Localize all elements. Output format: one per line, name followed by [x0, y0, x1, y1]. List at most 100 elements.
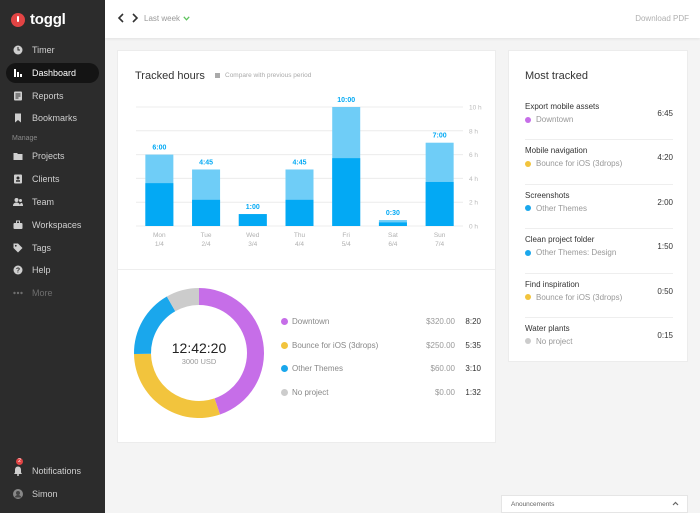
legend-dot: [281, 389, 288, 397]
legend-amount: $60.00: [430, 364, 455, 374]
bar-billable: [285, 199, 314, 226]
project-dot: [525, 160, 531, 167]
sidebar-item-label: Projects: [32, 151, 65, 162]
entry-name: Mobile navigation: [525, 146, 588, 156]
top-bar: Last week Download PDF: [105, 0, 700, 38]
client-icon: [12, 174, 23, 185]
y-tick-label: 8 h: [469, 128, 478, 135]
sidebar-item-tags[interactable]: Tags: [6, 238, 99, 258]
chevron-right-icon: [132, 13, 139, 23]
donut-total-time: 12:42:20: [171, 340, 227, 356]
more-dots-icon: [12, 288, 23, 299]
legend-name: Other Themes: [292, 364, 343, 374]
app-name: toggl: [30, 11, 66, 28]
sidebar-item-reports[interactable]: Reports: [6, 86, 99, 106]
legend-row[interactable]: Bounce for iOS (3drops) $250.00 5:35: [281, 334, 481, 358]
sidebar-bottom: 2 Notifications Simon: [6, 458, 99, 507]
compare-checkbox[interactable]: Compare with previous period: [215, 72, 311, 79]
sidebar-item-label: More: [32, 288, 53, 299]
bar-billable: [145, 183, 174, 226]
sidebar-item-label: Simon: [32, 488, 58, 499]
donut-segment[interactable]: [166, 288, 199, 312]
tag-icon: [12, 242, 23, 253]
legend-row[interactable]: No project $0.00 1:32: [281, 381, 481, 405]
project-dot: [525, 249, 531, 256]
bar-billable: [425, 181, 454, 226]
project-dot: [525, 338, 531, 345]
sidebar-item-user[interactable]: Simon: [6, 484, 99, 504]
list-item[interactable]: Find inspiration Bounce for iOS (3drops)…: [525, 274, 673, 318]
project-name: Other Themes: [536, 203, 587, 213]
y-tick-label: 6 h: [469, 152, 478, 159]
chevron-left-icon: [117, 13, 124, 23]
list-item[interactable]: Clean project folder Other Themes: Desig…: [525, 229, 673, 274]
sidebar-item-notifications[interactable]: 2 Notifications: [6, 458, 99, 481]
list-item[interactable]: Water plants No project 0:15: [525, 318, 673, 362]
entry-duration: 4:20: [657, 153, 673, 163]
next-period-button[interactable]: [130, 12, 140, 24]
x-tick-date: 5/4: [342, 241, 351, 248]
x-tick-label: Sat: [388, 232, 398, 239]
x-tick-label: Tue: [201, 232, 212, 239]
entry-project: Downtown: [525, 115, 573, 124]
clock-icon: [12, 45, 23, 56]
main-nav: Timer Dashboard Reports Bookmarks Manage…: [6, 40, 99, 306]
download-pdf-button[interactable]: Download PDF: [635, 14, 689, 23]
legend-hours: 1:32: [465, 388, 481, 398]
sidebar-item-label: Timer: [32, 45, 55, 55]
compare-label: Compare with previous period: [225, 72, 312, 79]
donut-total-amount: 3000 USD: [181, 357, 217, 366]
sidebar-item-label: Help: [32, 265, 51, 276]
entry-duration: 6:45: [657, 109, 673, 118]
sidebar-item-help[interactable]: ? Help: [6, 260, 99, 280]
legend-hours: 5:35: [465, 340, 481, 350]
bar-billable: [238, 214, 267, 226]
sidebar-item-bookmarks[interactable]: Bookmarks: [6, 108, 99, 128]
announcements-label: Anouncements: [511, 501, 555, 508]
briefcase-icon: [12, 219, 23, 230]
sidebar: toggl Timer Dashboard Reports Bookmarks …: [0, 0, 105, 513]
entry-name: Clean project folder: [525, 235, 595, 245]
list-item[interactable]: Mobile navigation Bounce for iOS (3drops…: [525, 140, 673, 185]
legend-dot: [281, 365, 288, 373]
list-item[interactable]: Screenshots Other Themes 2:00: [525, 185, 673, 230]
x-tick-date: 7/4: [435, 241, 444, 248]
toggl-logo[interactable]: toggl: [11, 11, 66, 28]
sidebar-item-more[interactable]: More: [6, 283, 99, 303]
legend-dot: [281, 341, 288, 349]
bar-value-label: 6:00: [152, 145, 166, 152]
sidebar-item-timer[interactable]: Timer: [6, 40, 99, 60]
x-tick-label: Sun: [434, 232, 446, 239]
announcements-bar[interactable]: Anouncements: [501, 495, 688, 513]
y-tick-label: 4 h: [469, 176, 478, 183]
sidebar-item-label: Workspaces: [32, 219, 82, 230]
entry-project: Other Themes: Design: [525, 248, 616, 257]
donut-center: 12:42:20 3000 USD: [156, 340, 242, 366]
sidebar-item-workspaces[interactable]: Workspaces: [6, 215, 99, 235]
sidebar-item-label: Team: [32, 196, 55, 207]
sidebar-item-dashboard[interactable]: Dashboard: [6, 62, 99, 83]
project-name: Other Themes: Design: [536, 248, 617, 258]
entry-duration: 1:50: [657, 242, 673, 252]
list-item[interactable]: Export mobile assets Downtown 6:45: [525, 96, 673, 141]
most-tracked-panel: Most tracked Export mobile assets Downto…: [508, 50, 688, 362]
period-selector[interactable]: Last week: [144, 14, 190, 23]
legend-amount: $320.00: [426, 317, 455, 327]
entry-name: Find inspiration: [525, 279, 580, 289]
entry-duration: 0:50: [657, 286, 673, 296]
x-tick-label: Mon: [153, 232, 166, 239]
donut-segment[interactable]: [134, 353, 221, 418]
sidebar-item-team[interactable]: Team: [6, 192, 99, 212]
donut-segment[interactable]: [134, 296, 176, 355]
entry-name: Water plants: [525, 323, 570, 333]
donut-segment[interactable]: [199, 288, 264, 415]
previous-period-button[interactable]: [116, 12, 126, 24]
legend-row[interactable]: Other Themes $60.00 3:10: [281, 357, 481, 381]
entry-duration: 2:00: [657, 197, 673, 207]
legend-row[interactable]: Downtown $320.00 8:20: [281, 310, 481, 334]
sidebar-item-clients[interactable]: Clients: [6, 169, 99, 189]
chevron-up-icon: [672, 501, 679, 506]
project-dot: [525, 294, 531, 301]
sidebar-item-projects[interactable]: Projects: [6, 146, 99, 166]
entry-project: No project: [525, 337, 572, 346]
